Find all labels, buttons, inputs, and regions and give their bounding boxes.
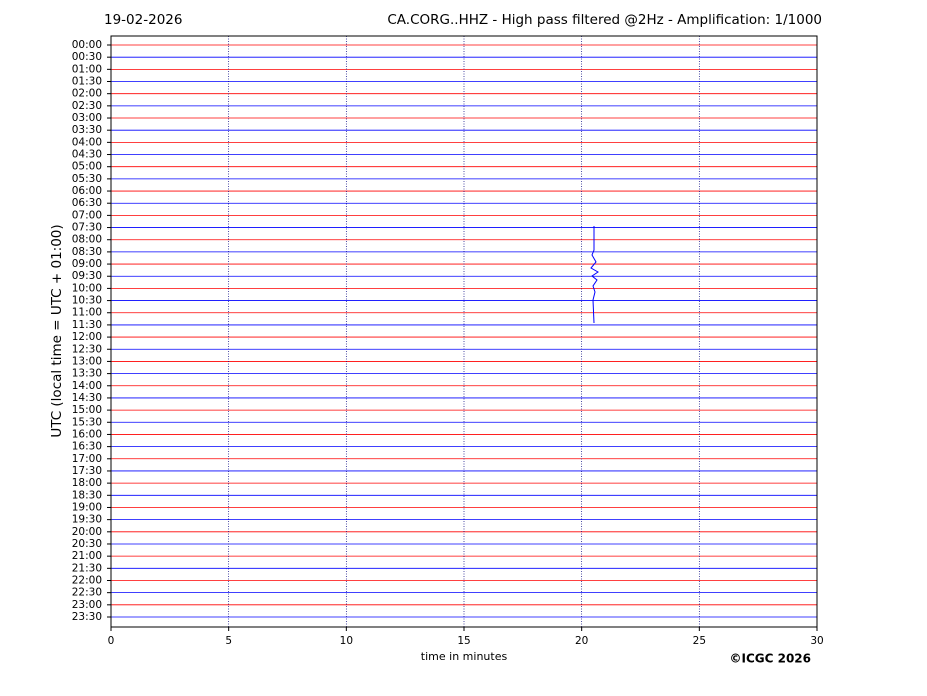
y-tick-label: 22:00 (72, 574, 102, 586)
y-tick-label: 07:30 (72, 222, 102, 234)
y-tick-label: 03:30 (72, 124, 102, 136)
y-tick-label: 07:00 (72, 209, 102, 221)
x-tick-label: 20 (575, 635, 588, 647)
y-tick-label: 15:00 (72, 404, 102, 416)
y-tick-label: 05:00 (72, 161, 102, 173)
y-tick-label: 18:30 (72, 489, 102, 501)
y-tick-label: 14:30 (72, 392, 102, 404)
y-tick-label: 15:30 (72, 416, 102, 428)
y-tick-label: 00:30 (72, 51, 102, 63)
y-tick-label: 09:00 (72, 258, 102, 270)
plot: 00:0000:3001:0001:3002:0002:3003:0003:30… (72, 36, 824, 647)
y-tick-label: 16:00 (72, 428, 102, 440)
y-tick-label: 11:30 (72, 319, 102, 331)
y-tick-label: 09:30 (72, 270, 102, 282)
y-tick-label: 00:00 (72, 39, 102, 51)
y-tick-label: 02:00 (72, 88, 102, 100)
y-tick-label: 01:30 (72, 76, 102, 88)
y-tick-label: 03:00 (72, 112, 102, 124)
y-tick-label: 05:30 (72, 173, 102, 185)
y-tick-label: 08:30 (72, 246, 102, 258)
y-tick-label: 13:30 (72, 368, 102, 380)
y-tick-label: 04:30 (72, 149, 102, 161)
y-tick-label: 13:00 (72, 355, 102, 367)
y-tick-label: 08:00 (72, 234, 102, 246)
y-tick-label: 10:30 (72, 295, 102, 307)
chart-title: CA.CORG..HHZ - High pass filtered @2Hz -… (387, 12, 822, 28)
y-tick-label: 19:30 (72, 514, 102, 526)
x-tick-label: 5 (225, 635, 232, 647)
x-tick-label: 30 (810, 635, 823, 647)
y-tick-label: 21:00 (72, 550, 102, 562)
y-tick-label: 01:00 (72, 63, 102, 75)
plot-frame (110, 35, 818, 628)
y-tick-label: 12:30 (72, 343, 102, 355)
y-tick-label: 12:00 (72, 331, 102, 343)
y-tick-label: 06:00 (72, 185, 102, 197)
y-tick-label: 17:30 (72, 465, 102, 477)
y-tick-label: 22:30 (72, 587, 102, 599)
y-tick-label: 20:00 (72, 526, 102, 538)
y-tick-label: 10:00 (72, 282, 102, 294)
x-tick-label: 10 (340, 635, 353, 647)
x-tick-label: 0 (108, 635, 115, 647)
y-tick-label: 16:30 (72, 441, 102, 453)
event-waveform (590, 226, 599, 324)
y-tick-label: 18:00 (72, 477, 102, 489)
y-tick-label: 23:30 (72, 611, 102, 623)
date: 19-02-2026 (104, 12, 182, 28)
y-tick-label: 21:30 (72, 562, 102, 574)
x-axis-label: time in minutes (421, 650, 508, 663)
copyright: ©ICGC 2026 (729, 652, 811, 666)
y-tick-label: 20:30 (72, 538, 102, 550)
x-tick-label: 25 (693, 635, 706, 647)
y-tick-label: 19:00 (72, 501, 102, 513)
y-axis-label: UTC (local time = UTC + 01:00) (49, 224, 65, 437)
y-tick-label: 11:00 (72, 307, 102, 319)
y-tick-label: 14:00 (72, 380, 102, 392)
y-tick-label: 04:00 (72, 136, 102, 148)
y-tick-label: 23:00 (72, 599, 102, 611)
y-tick-label: 02:30 (72, 100, 102, 112)
y-tick-label: 17:00 (72, 453, 102, 465)
y-tick-label: 06:30 (72, 197, 102, 209)
x-tick-label: 15 (457, 635, 470, 647)
